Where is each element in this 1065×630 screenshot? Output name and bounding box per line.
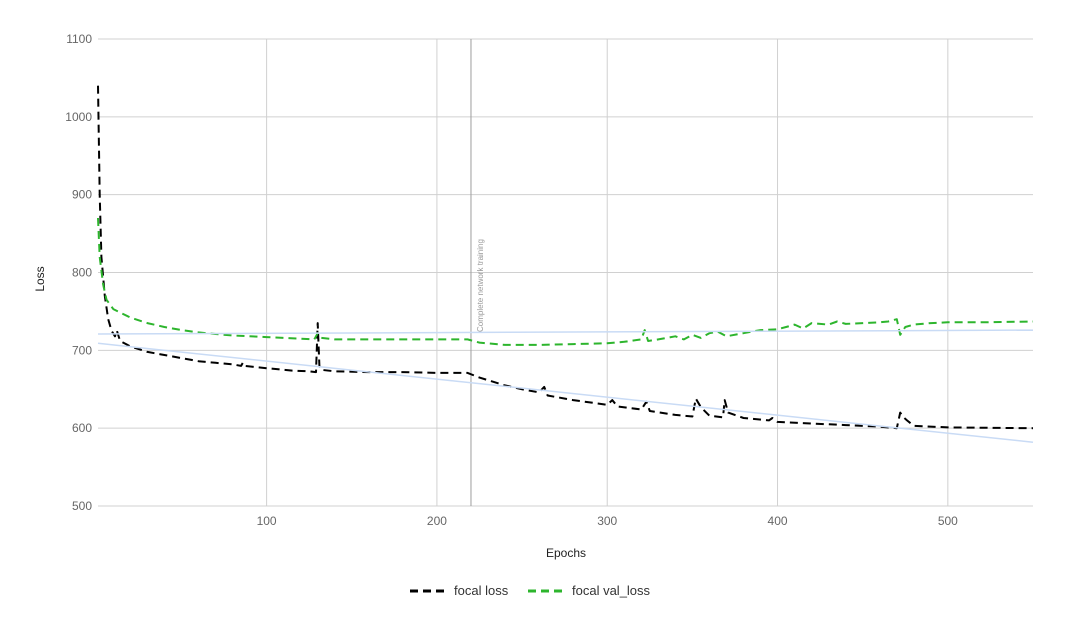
- y-axis-title: Loss: [33, 266, 47, 291]
- y-tick-label-800: 800: [72, 266, 92, 280]
- x-tick-label-400: 400: [768, 514, 788, 528]
- y-tick-label-500: 500: [72, 499, 92, 513]
- legend-label-0: focal loss: [454, 583, 509, 598]
- trendline-3: [97, 329, 1034, 335]
- y-tick-label-900: 900: [72, 188, 92, 202]
- y-tick-label-700: 700: [72, 343, 92, 357]
- gridlines: [98, 38, 1033, 507]
- annotation-group: Complete network training: [470, 39, 485, 506]
- legend: focal loss focal val_loss: [410, 583, 651, 598]
- series-line-focal-loss: [97, 85, 1034, 430]
- y-tick-label-1000: 1000: [65, 110, 92, 124]
- annotation-text: Complete network training: [476, 239, 485, 332]
- y-tick-label-1100: 1100: [66, 32, 92, 46]
- legend-label-1: focal val_loss: [572, 583, 651, 598]
- series-line-focal-val-loss: [97, 217, 1034, 346]
- x-axis-ticks: 100 200 300 400 500: [257, 514, 959, 528]
- series-group: [97, 85, 1034, 443]
- x-tick-label-300: 300: [597, 514, 617, 528]
- x-tick-label-100: 100: [257, 514, 277, 528]
- x-tick-label-200: 200: [427, 514, 447, 528]
- y-tick-label-600: 600: [72, 421, 92, 435]
- x-axis-title: Epochs: [546, 546, 586, 560]
- x-tick-label-500: 500: [938, 514, 958, 528]
- y-axis-ticks: 500 600 700 800 900 1000 1100: [65, 32, 92, 513]
- trendline-2: [97, 342, 1034, 443]
